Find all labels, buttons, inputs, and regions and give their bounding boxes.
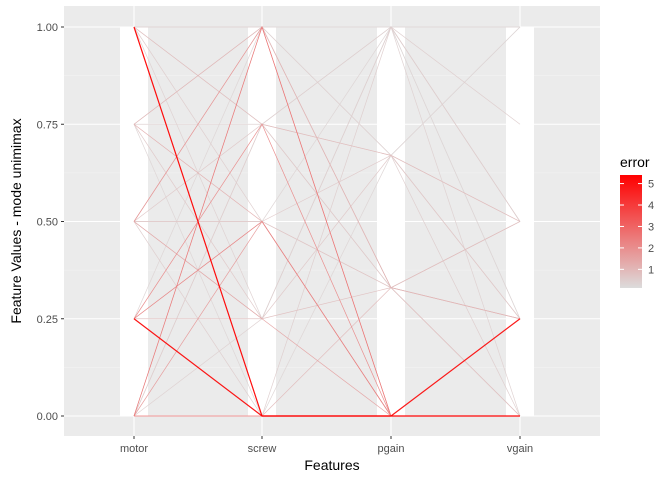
legend-tick-label: 1 [648, 264, 654, 276]
legend-ticks: 1 2 3 4 5 [620, 179, 654, 276]
y-tick-label: 0.25 [37, 314, 58, 326]
legend-colorbar [620, 175, 642, 288]
series-lines [133, 25, 521, 417]
legend: error 1 2 3 4 5 [620, 154, 654, 288]
y-tick-label: 0.00 [37, 411, 58, 423]
legend-tick-label: 4 [648, 200, 654, 212]
y-tick-label: 0.50 [37, 217, 58, 229]
y-tick-label: 1.00 [37, 22, 58, 34]
series-line-10 [133, 26, 521, 320]
x-tick-label-screw: screw [248, 443, 277, 455]
y-axis-title: Feature Values - mode unimimax [8, 118, 24, 323]
y-axis-ticks: 0.00 0.25 0.50 0.75 1.00 [37, 22, 64, 423]
y-tick-label: 0.75 [37, 119, 58, 131]
series-line-0 [133, 26, 520, 417]
legend-tick-label: 3 [648, 221, 654, 233]
legend-tick-label: 2 [648, 243, 654, 255]
x-axis-ticks: motor screw pgain vgain [120, 436, 533, 455]
x-tick-label-vgain: vgain [507, 443, 533, 455]
x-tick-label-pgain: pgain [378, 443, 405, 455]
x-axis-title: Features [304, 457, 359, 473]
x-tick-label-motor: motor [120, 443, 148, 455]
legend-title: error [620, 154, 650, 170]
legend-tick-label: 5 [648, 179, 654, 191]
